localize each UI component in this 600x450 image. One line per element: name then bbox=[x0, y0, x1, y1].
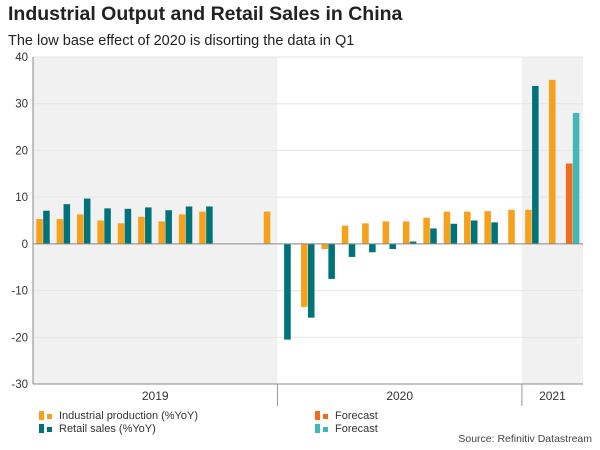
bar-retail-sales-yoy bbox=[491, 222, 498, 244]
bar-industrial-production-yoy bbox=[117, 223, 125, 244]
bar-forecast bbox=[565, 163, 573, 244]
bar-retail-sales-yoy bbox=[284, 243, 291, 340]
bar-industrial-production-yoy bbox=[301, 243, 308, 307]
bar-retail-sales-yoy bbox=[450, 223, 458, 244]
bar-industrial-production-yoy bbox=[443, 211, 451, 244]
bar-retail-sales-yoy bbox=[165, 210, 172, 244]
x-period-label: 2019 bbox=[142, 389, 169, 403]
chart-title: Industrial Output and Retail Sales in Ch… bbox=[8, 3, 403, 25]
bar-industrial-production-yoy bbox=[77, 214, 84, 244]
bar-industrial-production-yoy bbox=[321, 243, 328, 249]
bar-retail-sales-yoy bbox=[409, 241, 417, 244]
shaded-band-2019 bbox=[33, 57, 278, 384]
bar-industrial-production-yoy bbox=[56, 219, 64, 244]
y-tick-label: 0 bbox=[22, 239, 28, 251]
bar-retail-sales-yoy bbox=[328, 243, 335, 279]
bar-retail-sales-yoy bbox=[206, 206, 213, 244]
bar-industrial-production-yoy bbox=[158, 221, 166, 244]
bar-industrial-production-yoy bbox=[508, 209, 515, 244]
y-tick-label: -20 bbox=[11, 332, 28, 344]
bar-industrial-production-yoy bbox=[402, 221, 410, 244]
bar-retail-sales-yoy bbox=[145, 207, 152, 244]
legend-swatch bbox=[323, 427, 328, 432]
y-tick-label: 30 bbox=[15, 99, 28, 111]
y-tick-label: 10 bbox=[15, 192, 28, 204]
legend-label: Retail sales (%YoY) bbox=[59, 423, 156, 435]
legend-label: Forecast bbox=[335, 410, 378, 422]
bar-industrial-production-yoy bbox=[36, 219, 43, 244]
legend-label: Forecast bbox=[335, 423, 378, 435]
bar-retail-sales-yoy bbox=[104, 208, 111, 244]
legend-swatch bbox=[315, 424, 320, 433]
bar-retail-sales-yoy bbox=[389, 243, 397, 249]
bar-forecast bbox=[572, 113, 580, 244]
source-note: Source: Refinitiv Datastream bbox=[458, 433, 592, 445]
bar-industrial-production-yoy bbox=[263, 211, 271, 244]
legend-swatch bbox=[47, 414, 52, 419]
x-period-label: 2020 bbox=[386, 389, 413, 403]
legend-swatch bbox=[39, 411, 44, 420]
bar-retail-sales-yoy bbox=[532, 85, 539, 244]
bar-industrial-production-yoy bbox=[525, 209, 532, 244]
bar-industrial-production-yoy bbox=[199, 211, 206, 244]
chart-subtitle: The low base effect of 2020 is disorting… bbox=[8, 33, 355, 49]
bar-industrial-production-yoy bbox=[97, 220, 104, 244]
bar-industrial-production-yoy bbox=[484, 211, 491, 244]
bar-retail-sales-yoy bbox=[308, 243, 315, 318]
bar-retail-sales-yoy bbox=[470, 220, 478, 244]
bar-industrial-production-yoy bbox=[138, 216, 145, 244]
bar-industrial-production-yoy bbox=[423, 217, 430, 244]
x-period-label: 2021 bbox=[539, 389, 566, 403]
bar-industrial-production-yoy bbox=[548, 79, 556, 244]
legend-swatch bbox=[39, 424, 44, 433]
y-tick-label: -30 bbox=[11, 379, 28, 391]
bar-industrial-production-yoy bbox=[464, 211, 471, 244]
bar-industrial-production-yoy bbox=[341, 225, 349, 244]
legend-swatch bbox=[315, 411, 320, 420]
y-tick-label: -10 bbox=[11, 286, 28, 298]
bar-retail-sales-yoy bbox=[369, 243, 376, 253]
bar-retail-sales-yoy bbox=[348, 243, 356, 257]
bar-industrial-production-yoy bbox=[382, 221, 390, 244]
y-tick-label: 20 bbox=[15, 145, 28, 157]
legend-swatch bbox=[47, 427, 52, 432]
bar-retail-sales-yoy bbox=[63, 204, 71, 244]
bar-industrial-production-yoy bbox=[178, 214, 186, 244]
legend-swatch bbox=[323, 414, 328, 419]
y-tick-label: 40 bbox=[15, 52, 28, 64]
legend-label: Industrial production (%YoY) bbox=[59, 410, 198, 422]
bar-retail-sales-yoy bbox=[43, 210, 50, 244]
bar-retail-sales-yoy bbox=[83, 198, 91, 244]
bar-retail-sales-yoy bbox=[430, 228, 437, 244]
bar-retail-sales-yoy bbox=[124, 208, 132, 244]
bar-industrial-production-yoy bbox=[362, 223, 369, 244]
bar-retail-sales-yoy bbox=[185, 206, 193, 244]
